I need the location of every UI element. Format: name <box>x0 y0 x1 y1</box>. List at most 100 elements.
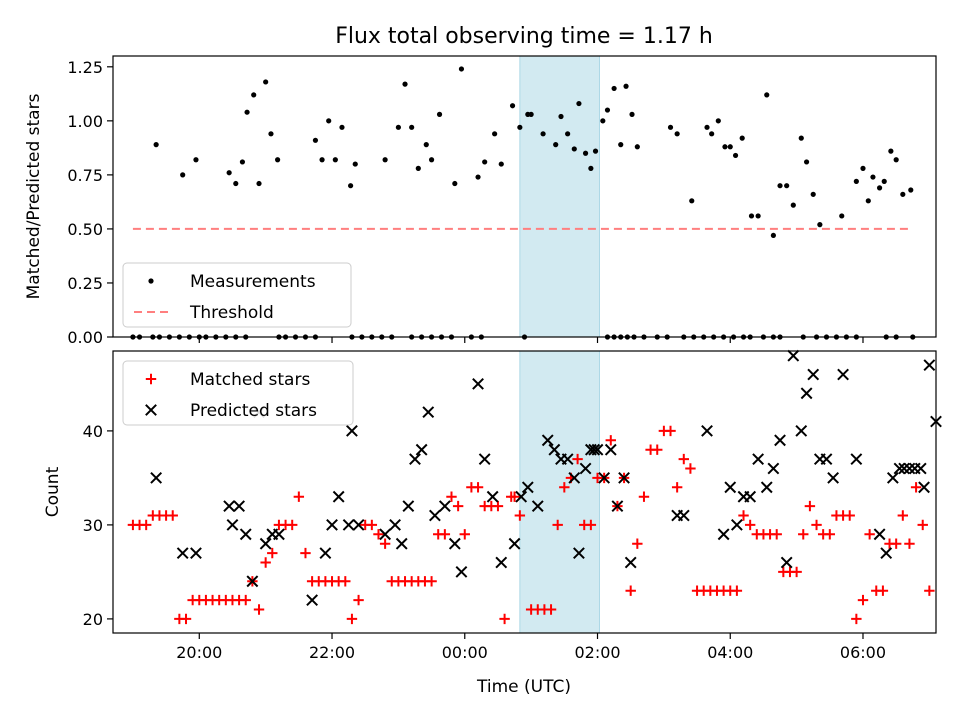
y-tick-label: 40 <box>83 422 103 441</box>
data-point <box>908 187 914 193</box>
data-point <box>923 359 936 372</box>
data-point <box>499 613 510 625</box>
data-point <box>140 519 152 531</box>
data-point <box>275 157 281 163</box>
data-point <box>402 81 408 87</box>
data-point <box>319 547 332 560</box>
data-point <box>517 124 523 130</box>
data-point <box>638 491 650 502</box>
data-point <box>876 185 883 191</box>
data-point <box>540 131 546 137</box>
data-point <box>817 222 823 228</box>
data-point <box>579 462 592 475</box>
x-tick-label: 06:00 <box>840 643 886 662</box>
data-point <box>810 191 816 197</box>
data-point <box>260 557 271 568</box>
data-point <box>226 170 232 176</box>
data-point <box>428 157 435 163</box>
data-point <box>180 613 192 625</box>
data-point <box>472 377 484 390</box>
data-point <box>509 491 520 502</box>
data-point <box>571 146 577 152</box>
data-point <box>332 490 345 503</box>
data-point <box>256 180 262 187</box>
data-point <box>436 111 443 117</box>
data-point <box>689 198 695 204</box>
legend: Measurements Threshold <box>122 262 352 328</box>
x-tick-label: 22:00 <box>309 643 355 662</box>
data-point <box>798 529 809 540</box>
data-point <box>332 157 338 163</box>
data-point <box>293 491 305 502</box>
data-point <box>738 510 749 521</box>
data-point <box>379 538 391 549</box>
data-point <box>259 537 272 550</box>
data-point <box>777 183 783 189</box>
data-point <box>893 462 906 475</box>
y-tick-label: 1.25 <box>67 58 103 77</box>
data-point <box>568 471 581 484</box>
data-point <box>382 157 388 163</box>
data-point <box>787 349 800 362</box>
data-point <box>904 538 915 549</box>
data-point <box>300 547 311 559</box>
data-point <box>223 500 236 513</box>
legend-label: Threshold <box>189 303 274 323</box>
legend-marker <box>148 278 154 284</box>
data-point <box>774 434 786 447</box>
data-point <box>348 183 354 189</box>
legend-box <box>122 360 354 426</box>
data-point <box>319 157 325 163</box>
legend-box <box>122 262 352 328</box>
data-point <box>837 368 849 381</box>
legend: Matched stars Predicted stars <box>122 360 354 426</box>
data-point <box>880 547 893 560</box>
data-point <box>730 518 743 531</box>
data-point <box>576 100 582 107</box>
data-point <box>870 174 876 180</box>
data-point <box>800 387 813 400</box>
y-tick-label: 1.00 <box>67 112 103 131</box>
data-point <box>244 109 250 115</box>
data-point <box>545 604 557 615</box>
data-point <box>528 111 534 117</box>
data-point <box>671 482 683 493</box>
data-point <box>548 443 561 456</box>
data-point <box>824 529 836 540</box>
data-point <box>366 519 378 531</box>
data-point <box>764 92 770 98</box>
data-point <box>486 490 499 503</box>
data-point <box>820 453 833 466</box>
data-point <box>795 424 808 437</box>
data-point <box>446 491 457 502</box>
data-point <box>153 142 159 148</box>
data-point <box>498 161 504 167</box>
data-point <box>438 500 451 513</box>
highlight-span <box>519 55 600 338</box>
data-point <box>924 585 935 596</box>
data-point <box>798 135 804 141</box>
data-point <box>897 510 909 521</box>
data-point <box>565 131 571 137</box>
data-point <box>515 490 528 503</box>
data-point <box>632 538 643 549</box>
data-point <box>701 424 713 437</box>
data-point <box>727 144 733 150</box>
data-point <box>326 118 332 124</box>
data-point <box>731 585 743 596</box>
data-point <box>591 443 604 456</box>
data-point <box>900 191 906 197</box>
data-point <box>472 482 484 493</box>
data-point <box>784 183 790 189</box>
data-point <box>353 594 364 606</box>
data-point <box>423 142 429 148</box>
data-point <box>652 444 663 455</box>
series-matched-stars <box>127 425 935 625</box>
data-point <box>611 85 617 92</box>
data-point <box>253 604 265 615</box>
top-panel-ratio: 0.00 0.25 0.50 0.75 1.00 1.25 Matched/Predicte… <box>24 55 937 347</box>
data-point <box>552 519 563 531</box>
data-point <box>755 213 761 219</box>
data-point <box>190 547 202 560</box>
